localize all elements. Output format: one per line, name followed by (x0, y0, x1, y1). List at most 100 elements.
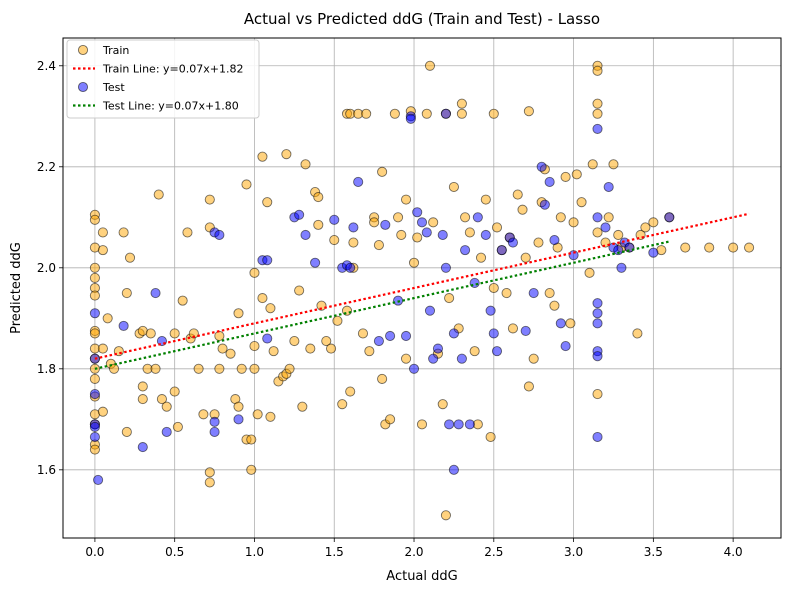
test-point (453, 419, 464, 430)
train-point (640, 222, 651, 233)
train-point (448, 181, 459, 193)
train-point (348, 237, 359, 248)
train-point (156, 394, 167, 405)
test-point (528, 288, 539, 299)
train-point (549, 300, 560, 311)
test-point (440, 262, 451, 273)
test-point (648, 247, 659, 258)
train-point (109, 363, 120, 374)
test-point (294, 209, 305, 220)
train-point (214, 363, 225, 374)
train-point (89, 290, 100, 301)
train-point (485, 431, 496, 443)
test-point (592, 298, 603, 309)
train-point (313, 192, 324, 203)
test-point (592, 308, 603, 319)
test-point (353, 176, 364, 187)
train-point (437, 399, 448, 410)
train-point (592, 108, 603, 119)
test-point (448, 328, 459, 339)
train-point (289, 335, 300, 347)
test-point (137, 442, 148, 453)
train-point (416, 419, 428, 430)
train-point (475, 252, 487, 263)
train-point (225, 348, 236, 359)
legend-label: Train (102, 44, 129, 57)
train-point (89, 444, 100, 455)
series-train (89, 60, 755, 521)
test-point (460, 245, 471, 256)
test-point (428, 353, 439, 364)
train-point (560, 171, 571, 182)
test-point (472, 212, 483, 223)
test-point (592, 431, 603, 443)
train-point (361, 108, 372, 119)
train-point (241, 179, 252, 190)
train-point (456, 98, 467, 109)
test-point (89, 308, 100, 319)
x-tick-label: 3.5 (644, 545, 663, 559)
test-point (560, 341, 571, 352)
x-axis-ticks: 0.0 0.5 1.0 1.5 2.0 2.5 3.0 3.5 4.0 (85, 538, 743, 559)
train-point (332, 315, 343, 326)
train-point (182, 227, 193, 238)
train-point (584, 267, 595, 278)
train-point (284, 363, 295, 374)
test-point (600, 222, 611, 233)
test-point (496, 245, 507, 256)
train-point (364, 346, 375, 357)
train-point (424, 60, 436, 71)
train-point (204, 477, 215, 488)
test-point (310, 257, 321, 268)
test-point (613, 245, 624, 256)
train-point (400, 353, 412, 364)
test-point (421, 227, 432, 238)
test-point (603, 181, 614, 193)
series-test (89, 108, 675, 485)
test-point (664, 212, 675, 223)
train-point (233, 308, 244, 319)
test-point (464, 419, 475, 430)
train-point (249, 363, 260, 374)
x-tick-label: 1.0 (245, 545, 264, 559)
train-point (396, 229, 407, 241)
y-tick-label: 1.6 (37, 463, 56, 477)
train-point (464, 227, 475, 238)
train-point (326, 343, 337, 354)
test-point (444, 419, 455, 430)
test-point (424, 305, 436, 316)
train-point (89, 373, 100, 384)
train-point (236, 363, 247, 374)
test-point (416, 217, 428, 228)
train-point (257, 151, 268, 162)
train-point (389, 108, 400, 119)
train-point (512, 189, 523, 200)
test-point (507, 237, 518, 248)
train-point (632, 328, 643, 339)
train-point (265, 411, 276, 422)
test-point (488, 328, 499, 339)
test-point (209, 416, 220, 427)
train-point (491, 222, 503, 233)
train-point (177, 295, 188, 306)
train-point (568, 217, 579, 228)
train-point (488, 108, 499, 119)
train-point (204, 194, 215, 205)
train-point (571, 169, 582, 180)
test-point (262, 333, 273, 344)
train-point (507, 323, 518, 334)
legend-label: Train Line: y=0.07x+1.82 (102, 63, 243, 76)
train-point (121, 426, 132, 437)
train-point (150, 363, 161, 374)
train-point (214, 330, 225, 342)
test-point (233, 414, 244, 425)
x-tick-label: 3.0 (564, 545, 583, 559)
test-point (93, 474, 104, 485)
test-point (345, 262, 356, 273)
train-point (198, 409, 209, 420)
test-point (408, 363, 420, 374)
train-point (469, 346, 480, 357)
test-point (437, 229, 448, 241)
plot-frame (62, 37, 782, 539)
